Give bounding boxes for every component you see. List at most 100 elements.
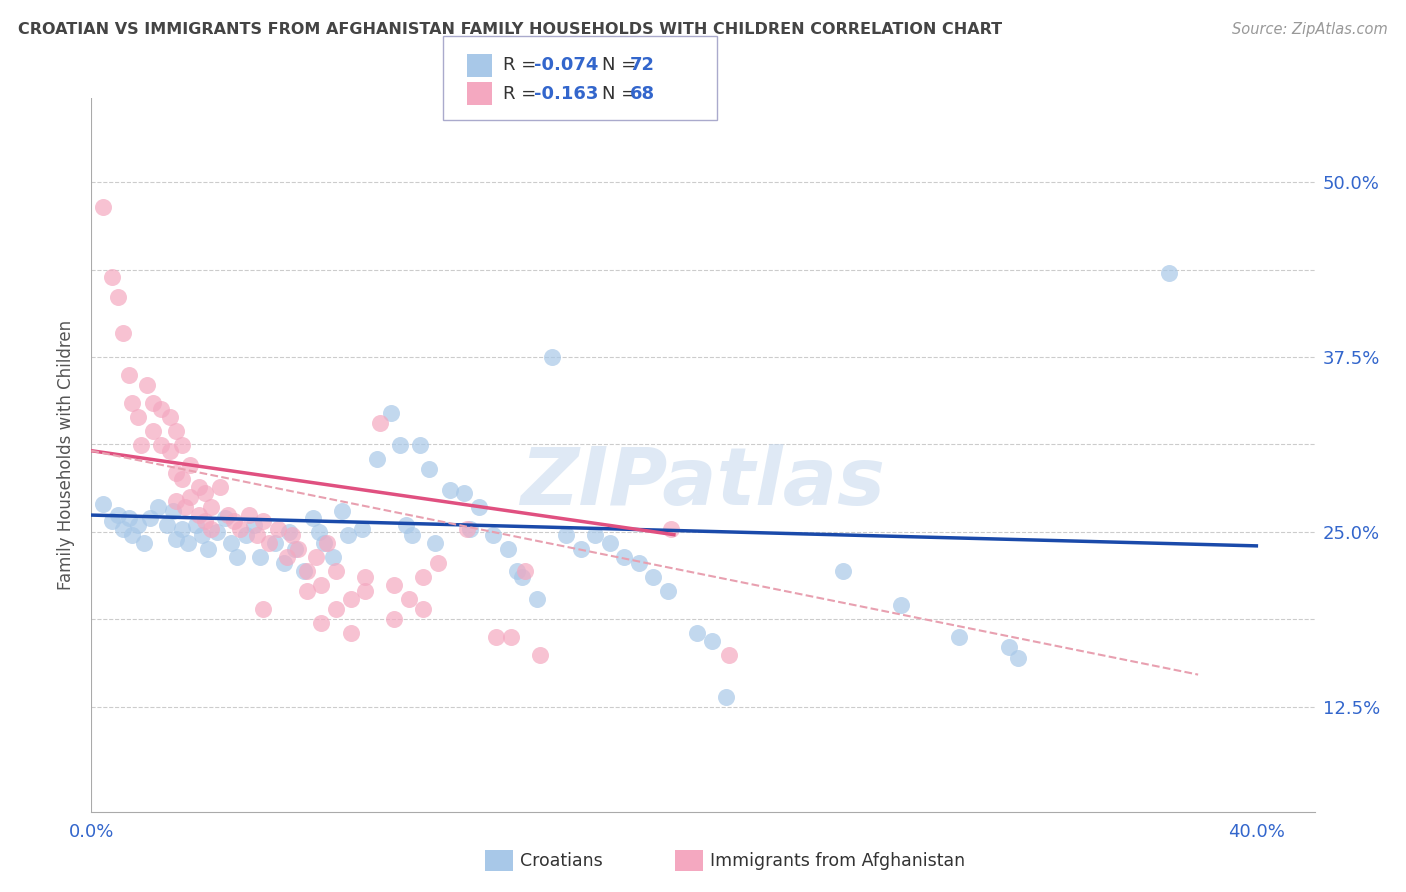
Point [235,527,257,541]
Point [176,536,198,550]
Point [599,536,621,550]
Point [107,290,129,304]
Point [214,511,236,525]
Point [482,527,505,541]
Point [496,541,519,556]
Point [382,612,405,626]
Point [316,536,339,550]
Point [91,200,114,214]
Point [127,517,149,532]
Point [159,443,181,458]
Point [325,564,347,578]
Point [890,598,912,612]
Point [121,527,143,541]
Point [267,522,290,536]
Point [311,615,333,630]
Point [366,452,388,467]
Point [165,532,187,546]
Point [246,527,269,541]
Point [118,368,141,383]
Point [197,541,219,556]
Point [194,514,217,528]
Point [439,483,461,497]
Point [540,350,562,364]
Point [252,602,274,616]
Point [205,524,228,539]
Text: ZIPatlas: ZIPatlas [520,444,886,523]
Point [127,410,149,425]
Text: Immigrants from Afghanistan: Immigrants from Afghanistan [710,852,965,870]
Point [170,438,193,452]
Point [292,564,315,578]
Point [382,578,405,592]
Point [264,536,287,550]
Point [659,522,682,536]
Point [499,630,522,644]
Point [314,536,336,550]
Point [295,564,318,578]
Point [354,583,377,598]
Point [627,556,650,570]
Point [159,410,181,425]
Point [998,640,1021,654]
Point [165,494,187,508]
Point [132,536,155,550]
Point [281,527,304,541]
Point [179,458,201,472]
Point [526,592,548,607]
Point [217,508,239,522]
Text: Source: ZipAtlas.com: Source: ZipAtlas.com [1232,22,1388,37]
Point [354,569,377,583]
Point [311,578,333,592]
Point [339,625,361,640]
Point [409,438,432,452]
Point [418,462,440,476]
Point [118,511,141,525]
Point [141,424,165,438]
Point [257,536,280,550]
Point [243,517,266,532]
Point [135,378,157,392]
Point [336,527,359,541]
Text: N =: N = [602,85,641,103]
Point [512,569,534,583]
Point [700,634,723,648]
Point [284,541,307,556]
Point [238,508,260,522]
Text: CROATIAN VS IMMIGRANTS FROM AFGHANISTAN FAMILY HOUSEHOLDS WITH CHILDREN CORRELAT: CROATIAN VS IMMIGRANTS FROM AFGHANISTAN … [18,22,1002,37]
Point [569,541,592,556]
Point [505,564,527,578]
Point [453,485,475,500]
Point [249,550,271,565]
Point [380,406,402,420]
Point [273,556,295,570]
Point [165,466,187,480]
Point [252,514,274,528]
Point [194,485,217,500]
Point [200,522,222,536]
Point [148,500,170,514]
Point [412,602,434,616]
Text: -0.163: -0.163 [534,85,599,103]
Point [112,326,135,341]
Point [716,690,738,704]
Point [208,480,231,494]
Point [398,592,420,607]
Point [222,514,246,528]
Point [101,270,124,285]
Point [1007,650,1029,665]
Point [91,497,114,511]
Point [352,522,374,536]
Point [322,550,344,565]
Point [948,630,970,644]
Point [389,438,412,452]
Text: Croatians: Croatians [520,852,603,870]
Point [515,564,537,578]
Text: N =: N = [602,56,641,74]
Point [423,536,446,550]
Point [219,536,242,550]
Point [401,527,423,541]
Point [287,541,309,556]
Y-axis label: Family Households with Children: Family Households with Children [58,320,76,590]
Point [165,424,187,438]
